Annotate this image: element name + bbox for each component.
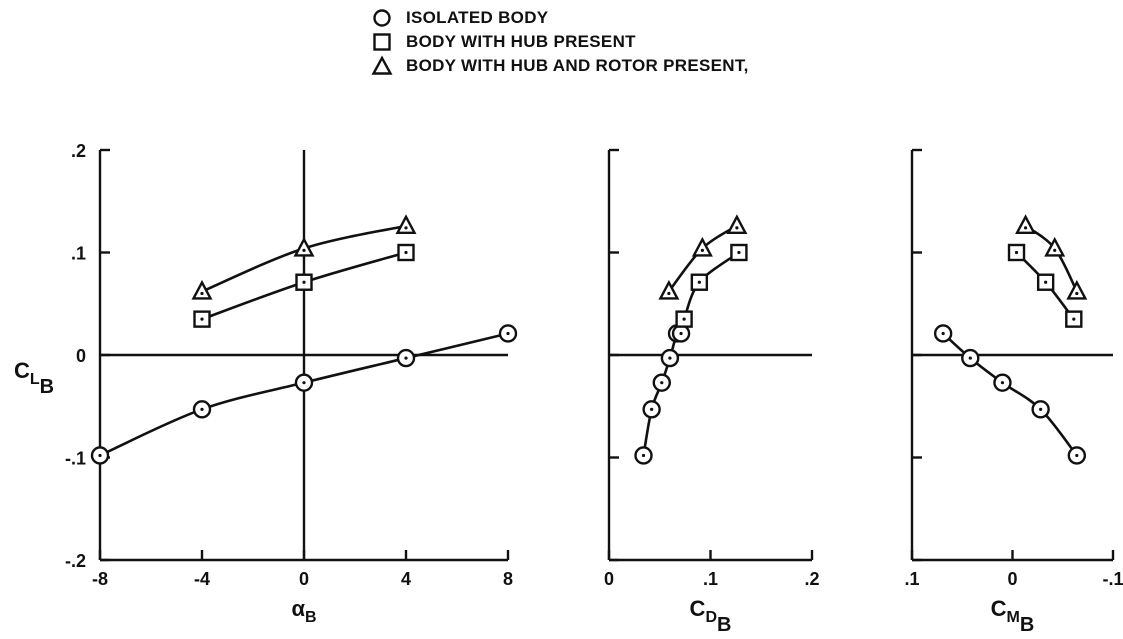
legend: ISOLATED BODY BODY WITH HUB PRESENT BODY… (370, 6, 749, 78)
data-point-center-dot (667, 291, 671, 296)
data-point-triangle (726, 214, 748, 235)
data-point-center-dot (98, 453, 102, 458)
data-point-triangle (1066, 279, 1088, 300)
square-marker-icon (373, 33, 391, 51)
circle-marker-icon (373, 9, 391, 27)
data-point-center-dot (1072, 317, 1076, 321)
data-point-center-dot (404, 250, 408, 255)
y-tick-label: -.2 (65, 551, 86, 571)
data-point-triangle (691, 236, 713, 257)
data-point-center-dot (668, 356, 672, 360)
legend-label: BODY WITH HUB PRESENT (406, 32, 636, 51)
data-point-center-dot (941, 331, 945, 336)
x-tick-label: 0 (604, 569, 614, 589)
x-tick-label: 8 (503, 569, 513, 589)
x-axis-title: CMB (991, 596, 1035, 636)
x-tick-label: .1 (904, 569, 919, 589)
data-point-center-dot (200, 317, 204, 321)
data-point-center-dot (302, 280, 306, 284)
data-point-center-dot (650, 407, 654, 411)
data-point-center-dot (641, 453, 646, 458)
y-tick-label: -.1 (65, 449, 86, 469)
x-tick-label: -.1 (1102, 569, 1123, 589)
data-point-triangle (658, 279, 680, 300)
x-tick-label: 4 (401, 569, 411, 589)
data-point-triangle (191, 279, 213, 300)
legend-item-isolated-body: ISOLATED BODY (370, 6, 749, 30)
triangle-marker-icon (371, 55, 393, 75)
data-point-center-dot (1053, 248, 1057, 252)
data-point-center-dot (1000, 381, 1005, 385)
data-point-center-dot (679, 331, 683, 336)
data-point-center-dot (737, 250, 741, 255)
data-point-triangle (1015, 214, 1037, 235)
x-tick-label: .2 (804, 569, 819, 589)
series-line-circle (642, 330, 682, 456)
data-point-center-dot (1075, 453, 1079, 458)
y-tick-label: .1 (71, 244, 86, 264)
data-point-center-dot (682, 317, 686, 321)
data-point-center-dot (404, 226, 408, 230)
data-point-center-dot (302, 248, 306, 252)
data-point-center-dot (660, 381, 664, 385)
y-axis-title: CLB (14, 358, 54, 398)
data-point-center-dot (1039, 407, 1043, 411)
x-tick-label: .1 (703, 569, 718, 589)
data-point-center-dot (1044, 280, 1048, 284)
legend-label: BODY WITH HUB AND ROTOR PRESENT, (406, 56, 749, 75)
x-tick-label: 0 (1007, 569, 1017, 589)
data-point-center-dot (506, 331, 510, 336)
legend-item-body-with-hub: BODY WITH HUB PRESENT (370, 30, 749, 54)
data-point-center-dot (697, 280, 701, 284)
data-point-center-dot (404, 356, 408, 360)
y-tick-label: 0 (76, 346, 86, 366)
data-point-center-dot (200, 291, 204, 296)
data-point-triangle (1044, 236, 1066, 257)
x-tick-label: 0 (299, 569, 309, 589)
data-point-center-dot (302, 381, 306, 385)
data-point-center-dot (735, 226, 739, 230)
x-axis-title: CDB (690, 596, 732, 636)
data-point-center-dot (200, 407, 204, 411)
series-line-circle (942, 332, 1078, 457)
x-tick-label: -8 (92, 569, 108, 589)
legend-item-body-with-hub-and-rotor: BODY WITH HUB AND ROTOR PRESENT, (370, 54, 749, 78)
data-point-center-dot (1014, 250, 1019, 255)
data-point-triangle (395, 214, 417, 235)
data-point-triangle (293, 236, 315, 257)
data-point-center-dot (1075, 291, 1079, 296)
legend-label: ISOLATED BODY (406, 8, 549, 27)
data-point-center-dot (968, 356, 972, 360)
data-point-center-dot (700, 248, 704, 252)
data-point-center-dot (1023, 226, 1028, 230)
x-axis-title: αB (291, 596, 316, 626)
x-tick-label: -4 (194, 569, 210, 589)
y-tick-label: .2 (71, 141, 86, 161)
